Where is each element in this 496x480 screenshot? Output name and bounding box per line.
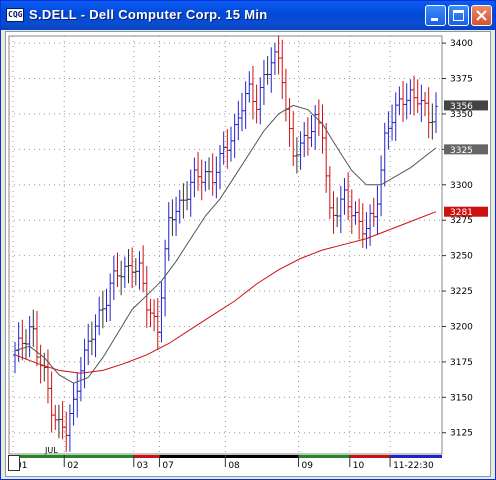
chart-area[interactable]: 3400 3375 3350 3325 3300 3275 3250 3225 3200 3175… <box>5 31 491 477</box>
y-tick-label: 3400 <box>450 39 473 49</box>
title-bar[interactable]: CQG S.DELL - Dell Computer Corp. 15 Min <box>1 1 495 30</box>
session-strip <box>133 455 160 458</box>
session-strip <box>13 455 65 458</box>
x-tick-label: 08 <box>228 461 240 471</box>
app-icon-label: CQG <box>8 10 23 19</box>
y-tick-label: 3200 <box>450 322 473 332</box>
scroll-thumb[interactable] <box>8 455 20 471</box>
x-tick-label: 10 <box>353 461 365 471</box>
month-label: JUL <box>44 446 58 455</box>
x-tick-label: 01 <box>16 461 27 471</box>
y-tick-label: 3225 <box>450 287 473 297</box>
y-tick-label: 3275 <box>450 216 473 226</box>
session-strip <box>298 455 350 458</box>
session-strip <box>159 455 226 458</box>
session-strip <box>390 455 442 458</box>
slow-moving-average-line <box>14 211 437 374</box>
session-strip <box>349 455 391 458</box>
close-button[interactable] <box>471 5 492 26</box>
y-tick-label: 3300 <box>450 181 473 191</box>
maximize-button[interactable] <box>448 5 469 26</box>
x-tick-label: 09 <box>302 461 314 471</box>
session-strip <box>225 455 299 458</box>
y-tick-label: 3150 <box>450 393 473 403</box>
session-strip <box>64 455 134 458</box>
x-tick-label: 07 <box>162 461 173 471</box>
x-tick-label: 02 <box>67 461 78 471</box>
y-tick-label: 3375 <box>450 75 473 85</box>
slow-ma-price-tag-bg <box>444 206 488 217</box>
x-tick-label: 03 <box>137 461 148 471</box>
x-tick-label: 11-22:30 <box>393 461 434 471</box>
minimize-icon <box>431 18 438 21</box>
minimize-button[interactable] <box>425 5 446 26</box>
y-tick-label: 3350 <box>450 110 473 120</box>
cqg-app-icon[interactable]: CQG <box>6 8 24 22</box>
current-price-tag-bg <box>444 100 488 111</box>
current-price-tag: 3356 <box>450 102 473 112</box>
fast-ma-price-tag: 3325 <box>450 146 473 156</box>
window-title: S.DELL - Dell Computer Corp. 15 Min <box>29 7 268 22</box>
y-tick-label: 3250 <box>450 252 473 262</box>
y-tick-label: 3125 <box>450 429 473 439</box>
maximize-icon <box>453 10 464 21</box>
close-icon <box>476 10 487 21</box>
price-chart[interactable]: 3400 3375 3350 3325 3300 3275 3250 3225 3200 3175… <box>6 32 490 476</box>
fast-moving-average-line <box>14 104 437 384</box>
fast-ma-price-tag-bg <box>444 144 488 155</box>
y-tick-label: 3175 <box>450 358 473 368</box>
slow-ma-price-tag: 3281 <box>450 208 473 218</box>
